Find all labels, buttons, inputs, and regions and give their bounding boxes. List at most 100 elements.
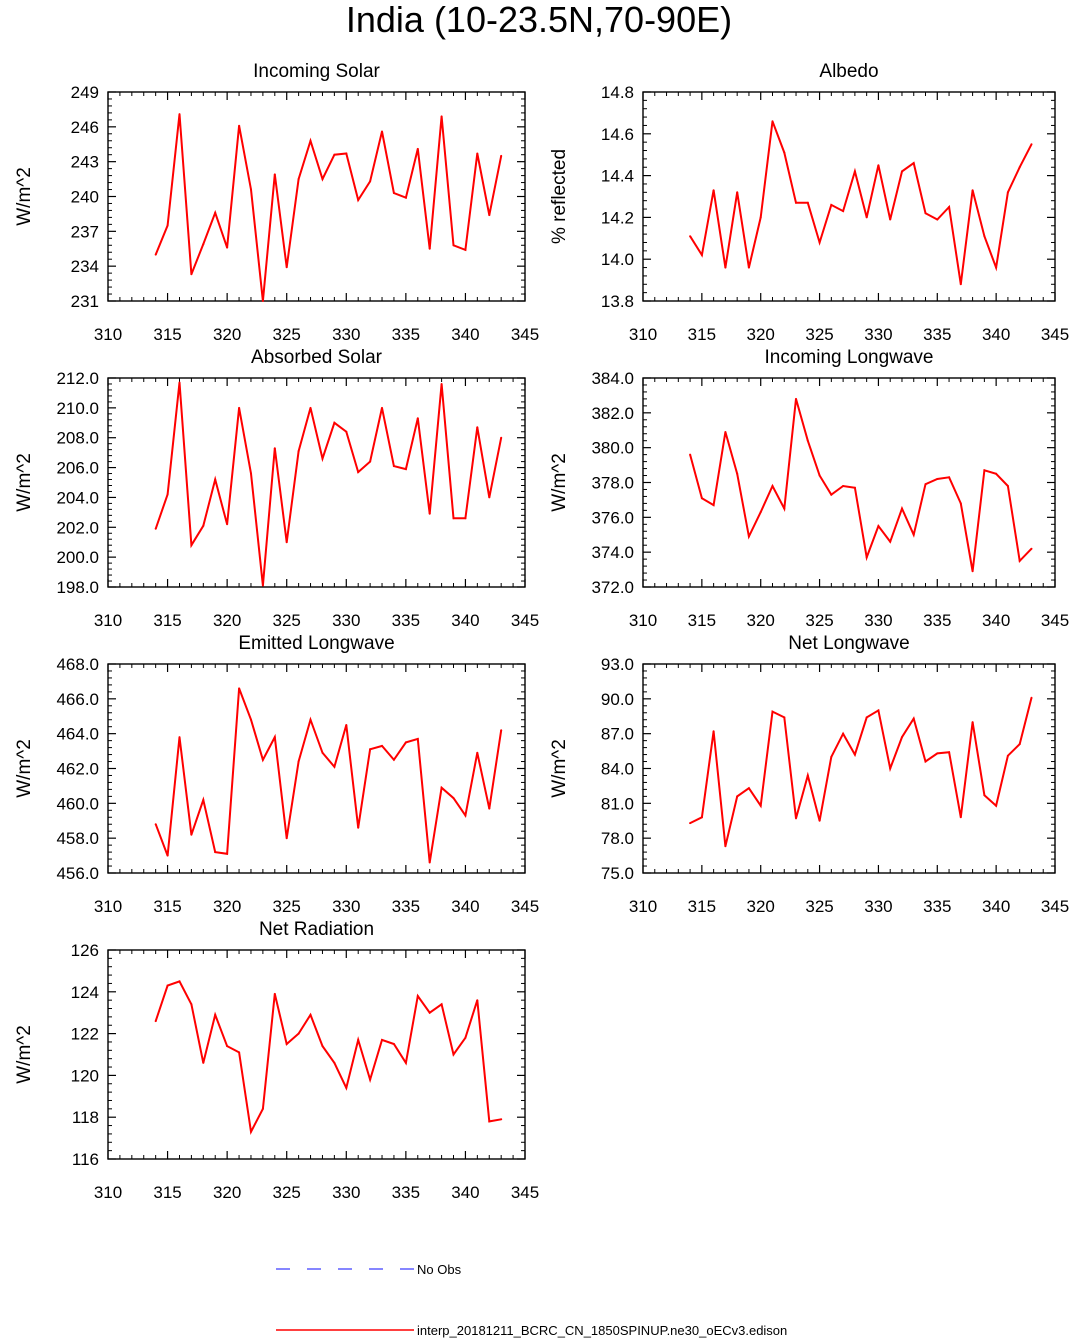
data-point: [736, 795, 739, 798]
data-point: [369, 460, 372, 463]
y-tick-label: 458.0: [56, 829, 99, 848]
y-tick-label: 246: [71, 118, 99, 137]
data-point: [190, 833, 193, 836]
data-point: [345, 1086, 348, 1089]
y-tick-label: 466.0: [56, 690, 99, 709]
data-point: [250, 472, 252, 475]
y-tick-label: 87.0: [601, 725, 634, 744]
data-point: [712, 504, 715, 507]
x-tick-label: 315: [153, 897, 181, 916]
data-point: [178, 980, 181, 983]
y-tick-label: 126: [71, 941, 99, 960]
data-point: [202, 524, 205, 527]
chart-panel: Incoming Longwave W/m^2 310 315 320 325 330 335…: [549, 347, 1069, 630]
y-tick-label: 249: [71, 83, 99, 102]
data-point: [747, 266, 750, 269]
data-point: [877, 525, 880, 527]
data-point: [297, 178, 300, 181]
data-point: [488, 496, 491, 499]
data-point: [202, 798, 205, 801]
x-tick-label: 315: [688, 897, 716, 916]
x-tick-label: 330: [332, 611, 360, 630]
data-point: [464, 814, 467, 817]
data-point: [309, 139, 312, 142]
data-point: [214, 211, 217, 214]
plot-frame: [642, 91, 1056, 302]
data-point: [333, 765, 336, 768]
data-point: [959, 502, 962, 505]
data-point: [238, 687, 241, 690]
data-point: [1030, 547, 1033, 550]
y-tick-label: 376.0: [591, 508, 634, 527]
data-point: [924, 483, 927, 486]
data-point: [488, 1120, 491, 1123]
x-tick-label: 315: [153, 1183, 181, 1202]
data-point: [865, 716, 868, 719]
data-point: [877, 164, 880, 167]
data-point: [1018, 559, 1021, 562]
data-point: [818, 241, 821, 244]
x-tick-label: 340: [451, 1183, 479, 1202]
data-point: [689, 822, 692, 825]
data-point: [995, 472, 998, 475]
data-point: [853, 170, 856, 173]
x-tick-label: 335: [392, 897, 420, 916]
y-tick-label: 378.0: [591, 474, 634, 493]
data-point: [995, 266, 998, 269]
data-point: [901, 736, 903, 739]
chart-panel: Net Longwave W/m^2 310 315 320 325 330 335 340 34…: [549, 633, 1069, 916]
x-tick-label: 340: [982, 611, 1010, 630]
data-point: [333, 1061, 336, 1064]
data-point: [154, 527, 157, 530]
data-point: [392, 758, 395, 761]
data-point: [154, 823, 157, 826]
data-point: [500, 154, 503, 157]
data-point: [971, 721, 974, 724]
data-point: [440, 383, 443, 385]
data-point: [333, 421, 336, 424]
data-point: [476, 751, 479, 754]
data-point: [842, 732, 845, 735]
data-point: [440, 1003, 443, 1006]
data-point: [936, 752, 939, 755]
data-point: [404, 468, 407, 471]
data-point: [428, 247, 431, 250]
data-point: [297, 1032, 300, 1035]
x-tick-label: 325: [273, 611, 301, 630]
y-tick-label: 14.6: [601, 125, 634, 144]
y-tick-label: 202.0: [56, 518, 99, 537]
y-tick-label: 122: [71, 1025, 99, 1044]
x-tick-label: 320: [213, 325, 241, 344]
data-point: [771, 710, 774, 713]
data-point: [273, 447, 276, 450]
x-tick-label: 345: [511, 897, 539, 916]
data-point: [190, 544, 193, 547]
data-point: [273, 173, 276, 176]
y-tick-label: 75.0: [601, 864, 634, 883]
data-point: [1006, 191, 1009, 194]
x-tick-label: 340: [982, 897, 1010, 916]
y-axis-label: % reflected: [549, 149, 570, 244]
data-point: [416, 737, 419, 740]
y-tick-label: 124: [71, 983, 99, 1002]
data-point: [404, 196, 407, 199]
data-point: [285, 541, 288, 544]
data-point: [842, 485, 845, 487]
x-tick-label: 320: [213, 1183, 241, 1202]
data-point: [369, 180, 372, 183]
y-tick-label: 200.0: [56, 548, 99, 567]
data-point: [190, 1003, 193, 1006]
data-point: [500, 436, 503, 439]
y-tick-label: 456.0: [56, 864, 99, 883]
x-tick-label: 340: [451, 325, 479, 344]
data-point: [226, 852, 229, 855]
x-tick-label: 345: [511, 611, 539, 630]
y-tick-label: 231: [71, 292, 99, 311]
data-point: [226, 523, 229, 526]
data-point: [830, 493, 833, 496]
y-axis-label: W/m^2: [14, 1025, 35, 1084]
x-tick-label: 330: [332, 325, 360, 344]
x-tick-label: 315: [688, 611, 716, 630]
data-point: [476, 426, 479, 429]
